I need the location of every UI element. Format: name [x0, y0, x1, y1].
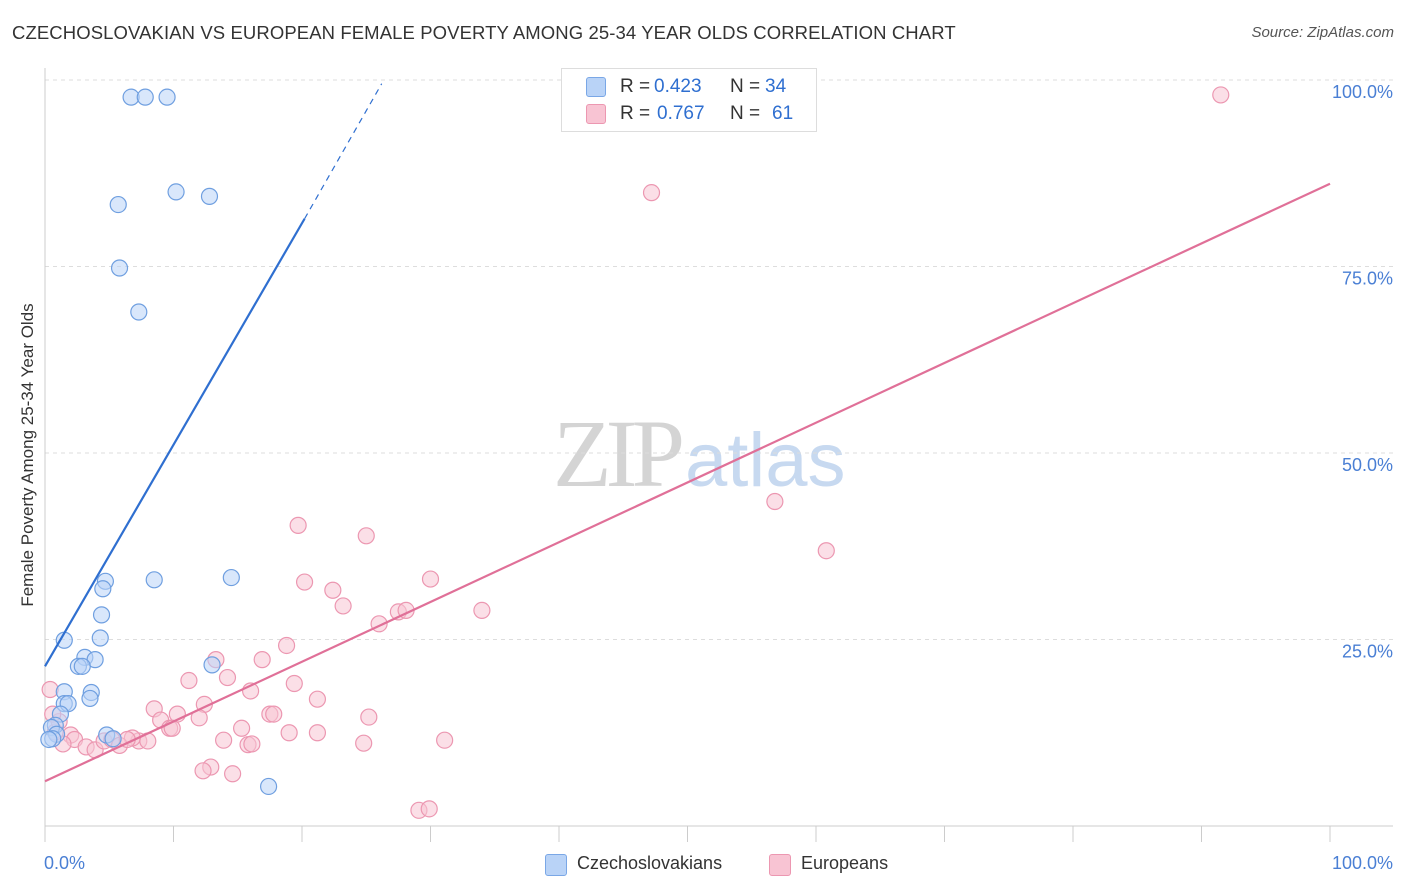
czechoslovakian-point: [81, 689, 99, 708]
czechoslovakian-point: [130, 303, 148, 321]
czechoslovakian-point: [40, 730, 58, 749]
czechoslovakian-point: [167, 183, 185, 201]
y-tick-label: 75.0%: [1342, 269, 1393, 289]
european-point: [308, 690, 327, 708]
european-point: [420, 800, 438, 818]
chart-title: CZECHOSLOVAKIAN VS EUROPEAN FEMALE POVER…: [12, 22, 956, 43]
european-point: [233, 719, 251, 737]
czechoslovakian-point: [222, 568, 240, 587]
european-point: [295, 573, 314, 591]
european-point: [265, 705, 283, 723]
y-tick-label: 100.0%: [1332, 82, 1393, 102]
legend-r-label: R =: [620, 76, 651, 97]
bottom-legend-label: Czechoslovakians: [577, 853, 723, 873]
european-point: [280, 724, 298, 742]
y-tick-label: 25.0%: [1342, 642, 1393, 662]
legend-n-label: N =: [730, 103, 761, 124]
european-point: [357, 527, 375, 545]
european-point: [334, 597, 352, 615]
legend-r-label: R =: [620, 103, 651, 124]
european-point: [289, 516, 307, 534]
european-trend-line: [44, 182, 1331, 783]
european-point: [224, 765, 242, 783]
european-point: [473, 601, 491, 620]
y-tick-label: 50.0%: [1342, 455, 1393, 475]
european-point: [285, 674, 303, 693]
bottom-legend-swatch-blue: [545, 854, 567, 876]
czechoslovakian-point: [73, 657, 91, 675]
czechoslovakian-point: [104, 730, 122, 748]
czechoslovakian-point: [92, 606, 111, 624]
czechoslovakian-point: [158, 88, 176, 106]
european-point: [421, 570, 440, 588]
legend-n-label: N =: [730, 76, 761, 97]
european-point: [253, 651, 271, 669]
european-point: [642, 184, 661, 202]
legend-swatch-pink: [586, 104, 606, 124]
czechoslovakian-point: [110, 259, 129, 277]
legend-n-value: 61: [772, 103, 794, 124]
bottom-legend-label: Europeans: [801, 853, 889, 873]
czechoslovakian-point: [91, 629, 109, 647]
european-point: [817, 542, 835, 560]
european-point: [436, 731, 454, 749]
european-point: [308, 724, 327, 742]
czechoslovakian-point: [259, 777, 278, 796]
european-point: [180, 671, 198, 690]
czechoslovakian-trend-extension: [304, 83, 383, 220]
x-tick-label: 100.0%: [1332, 853, 1393, 873]
european-point: [194, 762, 212, 780]
czechoslovakian-point: [109, 195, 127, 214]
european-point: [355, 734, 373, 752]
european-point: [243, 735, 261, 753]
czechoslovakian-point: [136, 88, 154, 106]
european-point: [324, 581, 342, 599]
european-point: [1212, 86, 1230, 104]
european-point: [218, 668, 237, 687]
x-tick-label: 0.0%: [44, 853, 85, 873]
european-point: [41, 680, 59, 699]
czechoslovakian-point: [94, 580, 112, 598]
y-axis-label: Female Poverty Among 25-34 Year Olds: [18, 303, 37, 607]
legend-r-value: 0.767: [657, 103, 705, 124]
european-point: [766, 492, 784, 511]
czechoslovakian-point: [203, 656, 221, 674]
czechoslovakian-point: [145, 571, 163, 589]
czechoslovakian-trend-line: [44, 218, 306, 667]
source-label: Source: ZipAtlas.com: [1251, 24, 1394, 41]
legend-swatch-blue: [586, 77, 606, 97]
legend-n-value: 34: [765, 76, 787, 97]
correlation-legend: R = 0.423 N = 34 R = 0.767 N = 61: [561, 68, 817, 132]
european-point: [360, 708, 378, 726]
czechoslovakian-point: [200, 187, 219, 205]
european-point: [277, 636, 296, 655]
european-point: [215, 731, 233, 749]
watermark-atlas: atlas: [685, 418, 846, 503]
bottom-legend-swatch-pink: [769, 854, 791, 876]
legend-r-value: 0.423: [654, 76, 702, 97]
